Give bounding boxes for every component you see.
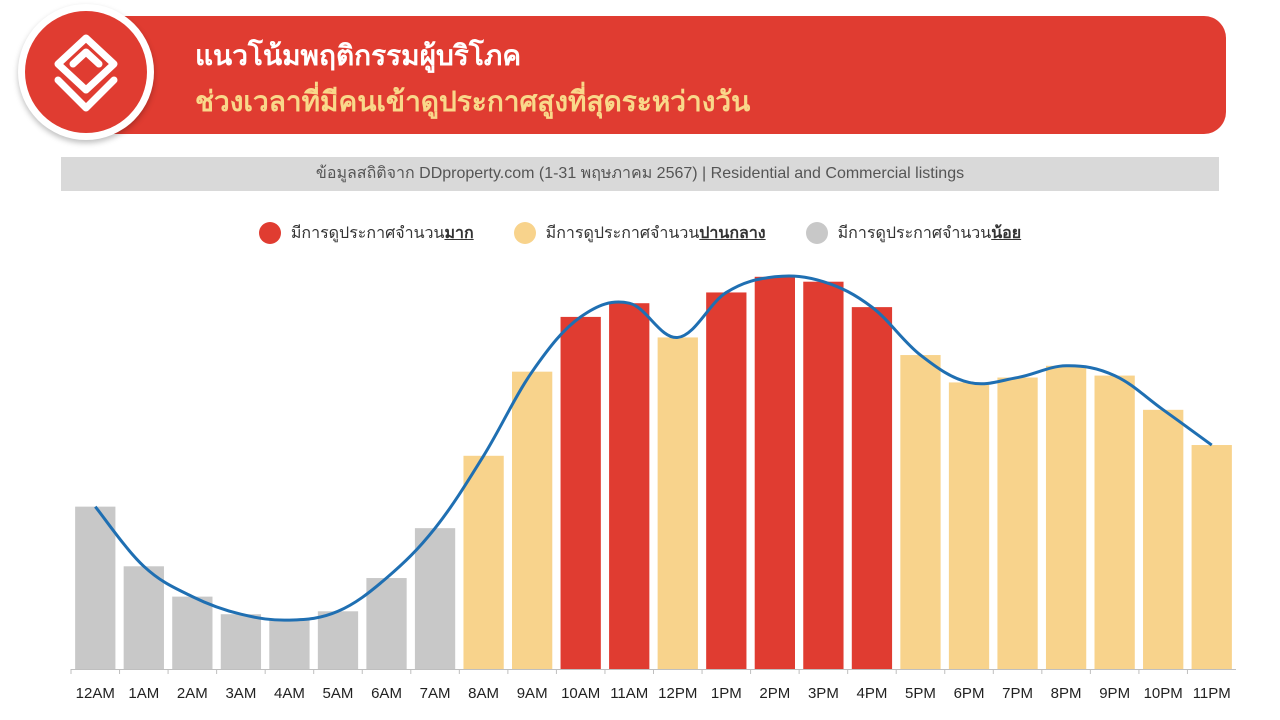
legend-label-high: มีการดูประกาศจำนวนมาก [290, 222, 474, 242]
source-bar: ข้อมูลสถิติจาก DDproperty.com (1-31 พฤษภ… [61, 157, 1219, 191]
bar-3pm [803, 281, 844, 669]
legend-dot-high [258, 222, 281, 244]
x-tick-label: 3PM [808, 685, 839, 702]
page-subtitle: ช่วงเวลาที่มีคนเข้าดูประกาศสูงที่สุดระหว… [195, 85, 751, 118]
x-tick-label: 8PM [1051, 685, 1082, 702]
legend-dot-medium [513, 222, 536, 244]
bar-4pm [851, 307, 893, 669]
bar-2am [172, 596, 213, 669]
x-tick-label: 9PM [1099, 685, 1130, 702]
bar-3am [220, 614, 262, 669]
bar-4am [269, 620, 310, 669]
bar-6pm [948, 382, 990, 669]
bar-12pm [657, 337, 698, 669]
legend-label-medium: มีการดูประกาศจำนวนปานกลาง [545, 222, 766, 242]
bar-10am [560, 316, 601, 669]
bar-8am [463, 455, 504, 669]
x-tick-label: 1AM [128, 685, 159, 702]
bar-2pm [754, 276, 795, 669]
bar-1am [123, 566, 164, 669]
page-title: แนวโน้มพฤติกรรมผู้บริโภค [195, 39, 522, 72]
bar-5am [317, 611, 359, 669]
logo-badge [18, 4, 154, 140]
bar-8pm [1045, 365, 1087, 669]
x-tick-label: 5PM [905, 685, 936, 702]
x-tick-label: 4AM [274, 685, 305, 702]
legend-item-low: มีการดูประกาศจำนวนน้อย [805, 221, 1022, 246]
bar-11pm [1191, 445, 1232, 669]
x-tick-label: 12AM [76, 685, 115, 702]
x-tick-label: 2PM [759, 685, 790, 702]
x-tick-label: 7PM [1002, 685, 1033, 702]
bar-10pm [1143, 409, 1184, 669]
logo-circle [25, 11, 147, 133]
bar-6am [366, 578, 407, 669]
legend-item-medium: มีการดูประกาศจำนวนปานกลาง [513, 221, 766, 246]
trend-line [94, 274, 1213, 622]
legend-dot-low [805, 222, 828, 244]
bar-7am [414, 528, 456, 669]
bar-1pm [706, 292, 747, 669]
bar-7pm [997, 377, 1038, 669]
x-tick-label: 3AM [225, 685, 256, 702]
x-tick-label: 10PM [1144, 685, 1183, 702]
x-tick-label: 5AM [323, 685, 354, 702]
x-tick-label: 1PM [711, 685, 742, 702]
bar-11am [609, 303, 650, 669]
bar-9am [512, 371, 553, 669]
x-tick-label: 10AM [561, 685, 600, 702]
bar-12am [75, 506, 116, 669]
bar-5pm [900, 355, 941, 669]
ddproperty-logo-icon [54, 34, 118, 112]
x-tick-label: 4PM [857, 685, 888, 702]
x-tick-label: 6PM [954, 685, 985, 702]
header-banner [62, 16, 1226, 134]
x-tick-label: 11AM [610, 685, 648, 702]
bar-9pm [1094, 375, 1135, 669]
legend: มีการดูประกาศจำนวนมาก มีการดูประกาศจำนวน… [0, 219, 1280, 247]
x-tick-label: 2AM [177, 685, 208, 702]
legend-label-low: มีการดูประกาศจำนวนน้อย [837, 222, 1022, 242]
x-tick-label: 8AM [468, 685, 499, 702]
x-tick-label: 11PM [1193, 685, 1231, 702]
x-tick-label: 12PM [658, 685, 697, 702]
legend-item-high: มีการดูประกาศจำนวนมาก [258, 221, 474, 246]
x-tick-label: 6AM [371, 685, 402, 702]
x-tick-label: 9AM [517, 685, 548, 702]
x-tick-label: 7AM [420, 685, 451, 702]
